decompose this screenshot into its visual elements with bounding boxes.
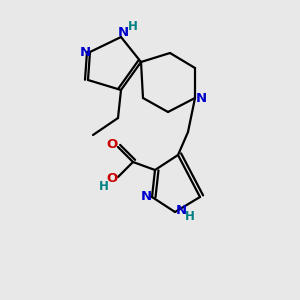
Text: H: H xyxy=(185,211,195,224)
Text: N: N xyxy=(176,203,187,217)
Text: H: H xyxy=(99,181,109,194)
Text: O: O xyxy=(106,139,118,152)
Text: N: N xyxy=(195,92,207,104)
Text: N: N xyxy=(140,190,152,203)
Text: H: H xyxy=(128,20,138,32)
Text: N: N xyxy=(117,26,129,40)
Text: O: O xyxy=(106,172,118,185)
Text: N: N xyxy=(80,46,91,59)
